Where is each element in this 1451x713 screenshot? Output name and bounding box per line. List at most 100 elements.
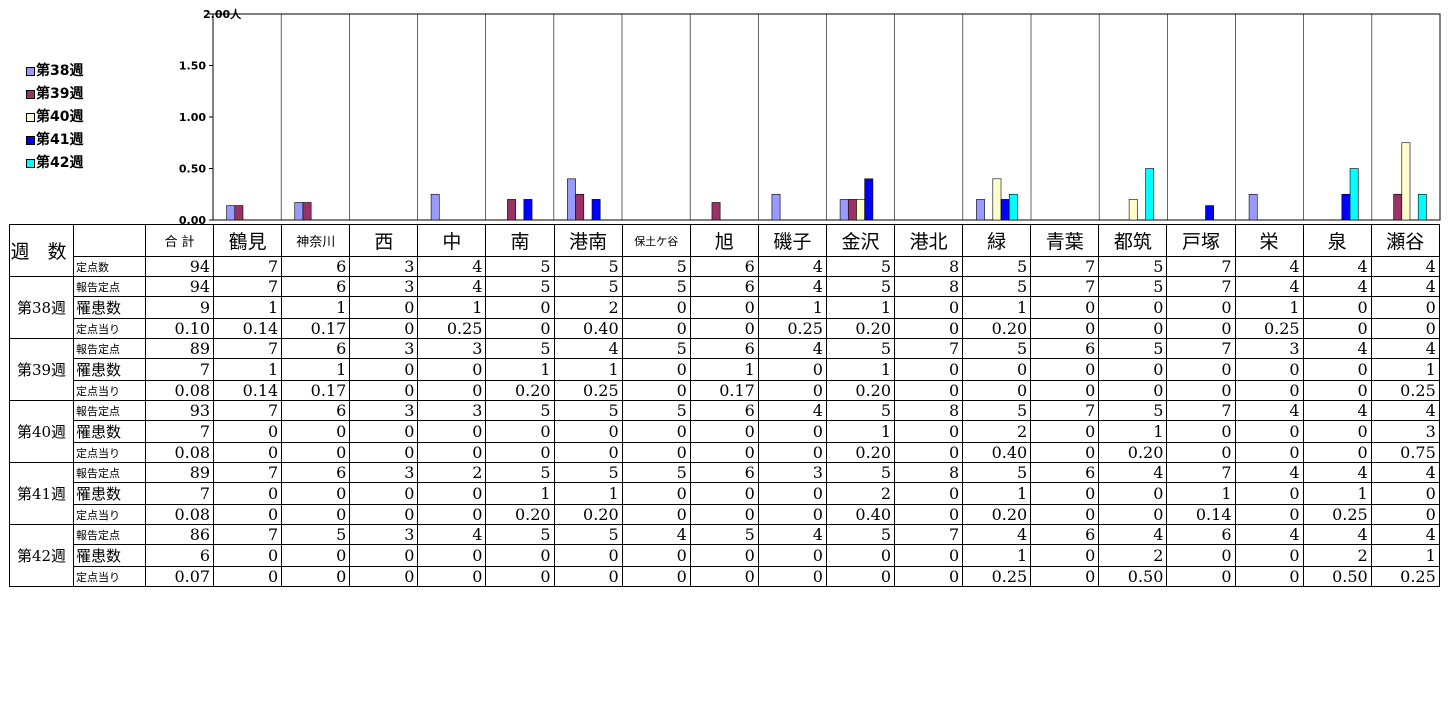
table-cell: 0 (1302, 358, 1372, 381)
table-cell: 5 (825, 276, 896, 297)
table-cell: 5 (1098, 338, 1168, 359)
table-cell: 0 (689, 318, 759, 339)
table-cell: 94 (144, 256, 215, 277)
y-axis-unit: 2.00人 (203, 6, 241, 22)
table-cell: 0 (213, 482, 283, 505)
column-header: 青葉 (1030, 224, 1100, 257)
table-cell: 6 (281, 276, 351, 297)
table-cell: 0 (417, 544, 487, 567)
table-cell: 89 (144, 462, 215, 483)
table-cell: 6 (281, 462, 351, 483)
table-cell: 1 (962, 482, 1032, 505)
table-cell: 0 (1370, 296, 1440, 319)
table-cell: 7 (144, 482, 215, 505)
table-cell: 5 (553, 276, 623, 297)
table-row: 罹患数 7 0 0 0 0 1 1 0 0 0 2 0 1 0 0 1 0 1 0 (10, 482, 1440, 505)
row-label: 定点数 (73, 256, 146, 277)
table-row: 第42週 報告定点 86 7 5 3 4 5 5 4 5 4 5 7 4 6 4 6 4 4 4 (9, 524, 1440, 587)
table-cell: 4 (417, 256, 487, 277)
column-header: 磯子 (757, 224, 827, 257)
table-cell: 0.40 (825, 504, 896, 525)
table-cell: 0 (417, 504, 487, 525)
table-cell: 6 (1166, 524, 1236, 545)
table-cell: 0.25 (1370, 566, 1440, 587)
table-cell: 0 (757, 358, 827, 381)
table-cell: 4 (1302, 524, 1372, 545)
row-label: 報告定点 (73, 400, 146, 421)
table-cell: 1 (1234, 296, 1304, 319)
row-label: 報告定点 (73, 276, 146, 297)
table-cell: 0 (485, 296, 555, 319)
table-cell: 0 (485, 544, 555, 567)
table-cell: 4 (1234, 462, 1304, 483)
table-cell: 0 (1030, 318, 1100, 339)
table-cell: 0 (349, 544, 419, 567)
table-cell: 0 (689, 420, 759, 443)
table-cell: 3 (349, 462, 419, 483)
table-cell: 5 (485, 524, 555, 545)
table-cell: 0 (689, 442, 759, 463)
table-cell: 7 (144, 358, 215, 381)
table-cell: 0 (553, 566, 623, 587)
row-label: 定点当り (73, 504, 146, 525)
row-label: 定点当り (73, 566, 146, 587)
table-cell: 4 (1370, 256, 1440, 277)
table-row: 罹患数 9 1 1 0 1 0 2 0 0 1 1 0 1 0 0 0 1 0 0 (10, 296, 1440, 319)
table-cell: 0 (894, 318, 964, 339)
table-cell: 1 (825, 358, 896, 381)
table-cell: 4 (1302, 400, 1372, 421)
table-cell: 4 (1302, 256, 1372, 277)
bar (1128, 199, 1138, 221)
table-cell: 7 (213, 338, 283, 359)
table-cell: 0 (894, 482, 964, 505)
table-cell: 0 (621, 296, 691, 319)
table-row: 罹患数 7 1 1 0 0 1 1 0 1 0 1 0 0 0 0 0 0 0 1 (10, 358, 1440, 381)
table-cell: 0 (757, 420, 827, 443)
table-cell: 1 (553, 358, 623, 381)
legend-label: 第41週 (36, 132, 84, 148)
table-cell: 7 (1166, 400, 1236, 421)
table-cell: 0 (485, 566, 555, 587)
table-cell: 0 (621, 482, 691, 505)
legend-swatch (26, 136, 35, 145)
table-cell: 0 (962, 380, 1032, 401)
row-label: 罹患数 (73, 358, 146, 381)
table-cell: 5 (825, 400, 896, 421)
table-cell: 2 (962, 420, 1032, 443)
table-cell: 6 (281, 400, 351, 421)
table-cell: 0 (281, 504, 351, 525)
table-cell: 5 (485, 338, 555, 359)
table-cell: 6 (281, 256, 351, 277)
table-cell: 8 (894, 256, 964, 277)
table-cell: 0 (621, 318, 691, 339)
table-cell: 4 (417, 524, 487, 545)
bar (1248, 193, 1258, 221)
table-cell: 1 (213, 358, 283, 381)
table-cell: 0 (213, 420, 283, 443)
table-cell: 4 (1234, 524, 1304, 545)
table-cell: 6 (1030, 338, 1100, 359)
legend-label: 第38週 (36, 63, 84, 79)
table-cell: 0 (1166, 318, 1236, 339)
table-cell: 1 (1098, 420, 1168, 443)
table-cell: 0.20 (962, 318, 1032, 339)
table-cell: 0 (1370, 318, 1440, 339)
bar (523, 199, 533, 221)
table-row: 第41週 報告定点 89 7 6 3 2 5 5 5 6 3 5 8 5 6 4 7 4 4 4 (9, 462, 1440, 525)
table-cell: 7 (1166, 256, 1236, 277)
table-cell: 0 (825, 566, 896, 587)
table-cell: 0 (417, 442, 487, 463)
table-cell: 3 (349, 524, 419, 545)
table-cell: 0 (689, 504, 759, 525)
table-cell: 0 (1234, 544, 1304, 567)
table-cell: 7 (213, 524, 283, 545)
table-cell: 5 (485, 462, 555, 483)
table-cell: 8 (894, 462, 964, 483)
table-cell: 5 (962, 462, 1032, 483)
table-cell: 1 (962, 544, 1032, 567)
row-label: 罹患数 (73, 420, 146, 443)
table-cell: 0.20 (553, 504, 623, 525)
table-cell: 1 (825, 296, 896, 319)
table-cell: 86 (144, 524, 215, 545)
table-cell: 7 (213, 256, 283, 277)
